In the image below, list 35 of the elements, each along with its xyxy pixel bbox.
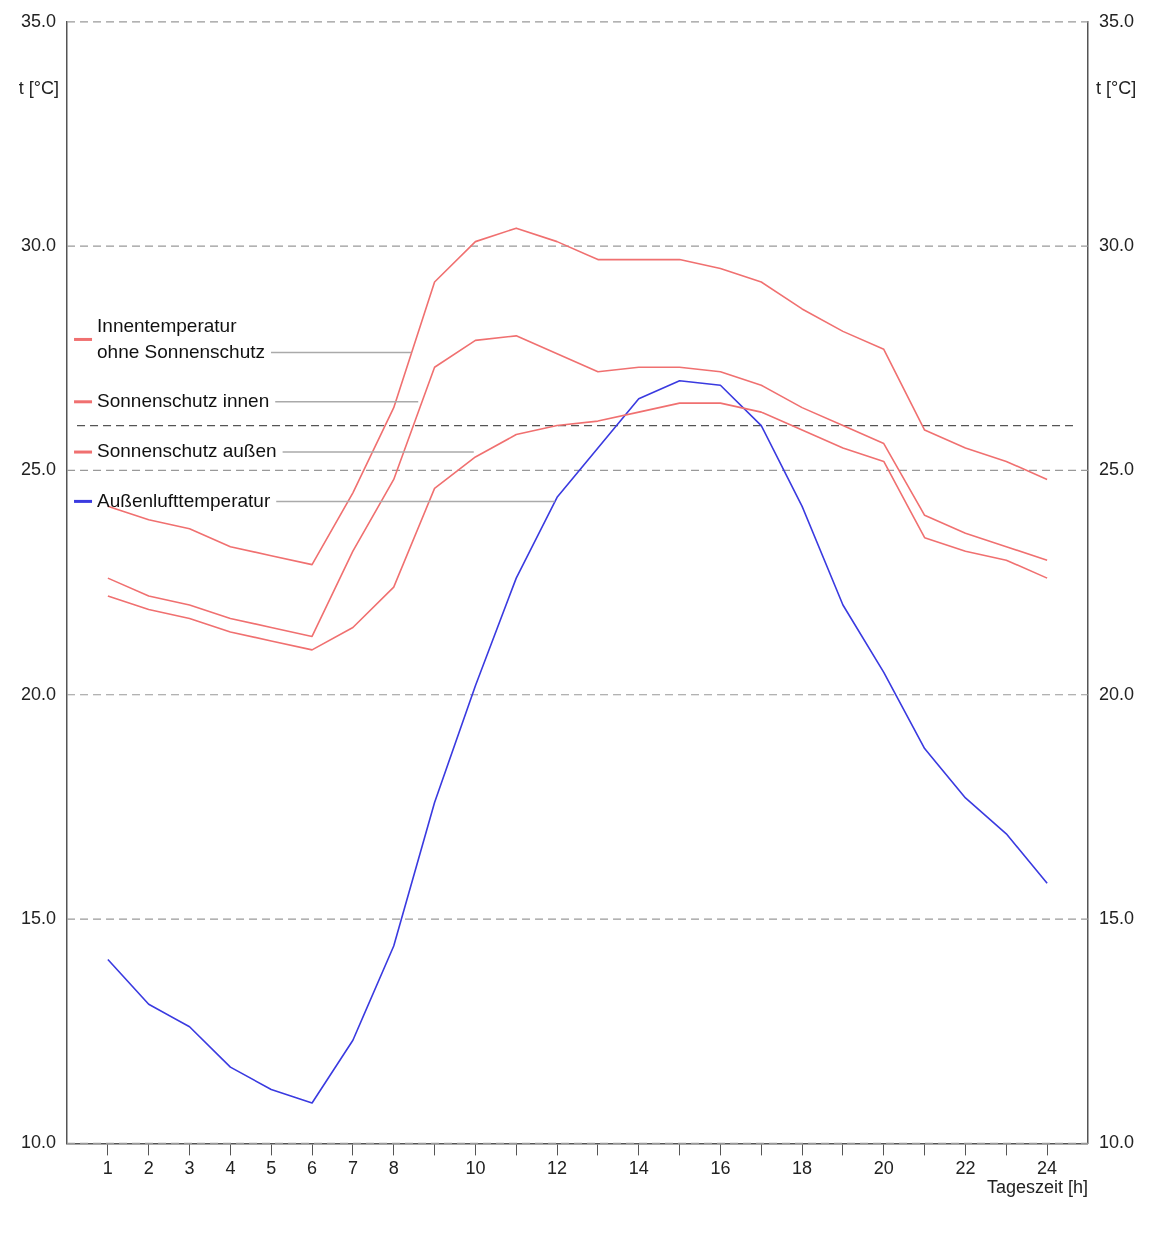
x-tick-label: 6 — [307, 1158, 318, 1179]
x-tick-label: 5 — [266, 1158, 277, 1179]
x-tick-label: 12 — [547, 1158, 568, 1179]
y2-tick-label: 25.0 — [1098, 459, 1135, 480]
y2-tick-label: 30.0 — [1098, 235, 1135, 256]
y2-tick-label: 35.0 — [1098, 10, 1135, 31]
x-tick-label: 14 — [628, 1158, 649, 1179]
y-tick-label: 20.0 — [20, 683, 57, 704]
x-tick-label: 24 — [1037, 1158, 1058, 1179]
y-tick-label: 30.0 — [20, 235, 57, 256]
x-tick-label: 18 — [792, 1158, 813, 1179]
x-tick-label: 10 — [465, 1158, 486, 1179]
legend-label: Sonnenschutz außen — [97, 440, 277, 462]
y-tick-label: 25.0 — [20, 459, 57, 480]
y2-axis-title: t [°C] — [1095, 78, 1137, 99]
legend-label: Außenlufttemperatur — [97, 489, 271, 511]
x-tick-label: 2 — [143, 1158, 154, 1179]
y2-tick-label: 15.0 — [1098, 908, 1135, 929]
x-axis-title: Tageszeit [h] — [986, 1177, 1088, 1198]
x-tick-label: 3 — [184, 1158, 195, 1179]
y2-tick-label: 20.0 — [1098, 683, 1135, 704]
y2-tick-label: 10.0 — [1098, 1132, 1135, 1153]
y-tick-label: 15.0 — [20, 908, 57, 929]
y-axis-title: t [°C] — [18, 78, 60, 99]
legend-label: Sonnenschutz innen — [97, 390, 270, 412]
x-tick-label: 20 — [873, 1158, 894, 1179]
x-tick-label: 22 — [955, 1158, 976, 1179]
x-tick-label: 7 — [347, 1158, 358, 1179]
x-tick-label: 1 — [102, 1158, 113, 1179]
x-tick-label: 8 — [388, 1158, 399, 1179]
legend-label: Innentemperatur ohne Sonnenschutz — [97, 314, 265, 362]
y-tick-label: 10.0 — [20, 1132, 57, 1153]
y-tick-label: 35.0 — [20, 10, 57, 31]
x-tick-label: 16 — [710, 1158, 731, 1179]
x-tick-label: 4 — [225, 1158, 236, 1179]
